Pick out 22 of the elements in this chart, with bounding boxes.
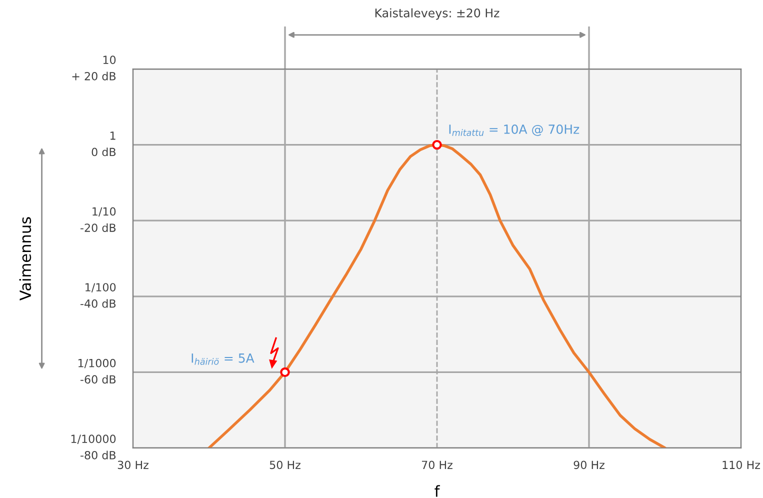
y2-tick-label: + 20 dB: [72, 72, 116, 80]
text: Kaistaleveys: ±20 Hz: [375, 8, 500, 20]
x-axis-title: f: [434, 485, 440, 497]
x-tick-label: 70 Hz: [422, 460, 452, 470]
y-tick-label: 10: [103, 56, 116, 64]
x-tick-label: 50 Hz: [270, 460, 300, 470]
y-tick-label: 1/10000: [71, 434, 116, 444]
x-tick-label: 110 Hz: [722, 460, 760, 470]
y2-tick-label: 0 dB: [92, 148, 116, 156]
y2-tick-label: -40 dB: [80, 299, 116, 308]
y2-tick-label: -20 dB: [80, 223, 116, 232]
annotation: I$_{mitattu}$ = 10A @ 70Hz: [449, 124, 580, 136]
y-tick-label: 1/10: [92, 207, 116, 217]
y-tick-label: 1/100: [86, 283, 116, 292]
y-tick-label: 1: [110, 132, 116, 140]
y2-tick-label: -80 dB: [80, 450, 116, 460]
y-tick-label: 1/1000: [78, 358, 116, 368]
annotation: I$_{häiriö}$ = 5A: [192, 354, 254, 365]
x-tick-label: 30 Hz: [118, 460, 148, 470]
x-tick-label: 90 Hz: [574, 460, 604, 470]
y2-tick-label: -60 dB: [80, 374, 116, 384]
y-axis-title: Vaimennus: [19, 217, 32, 300]
